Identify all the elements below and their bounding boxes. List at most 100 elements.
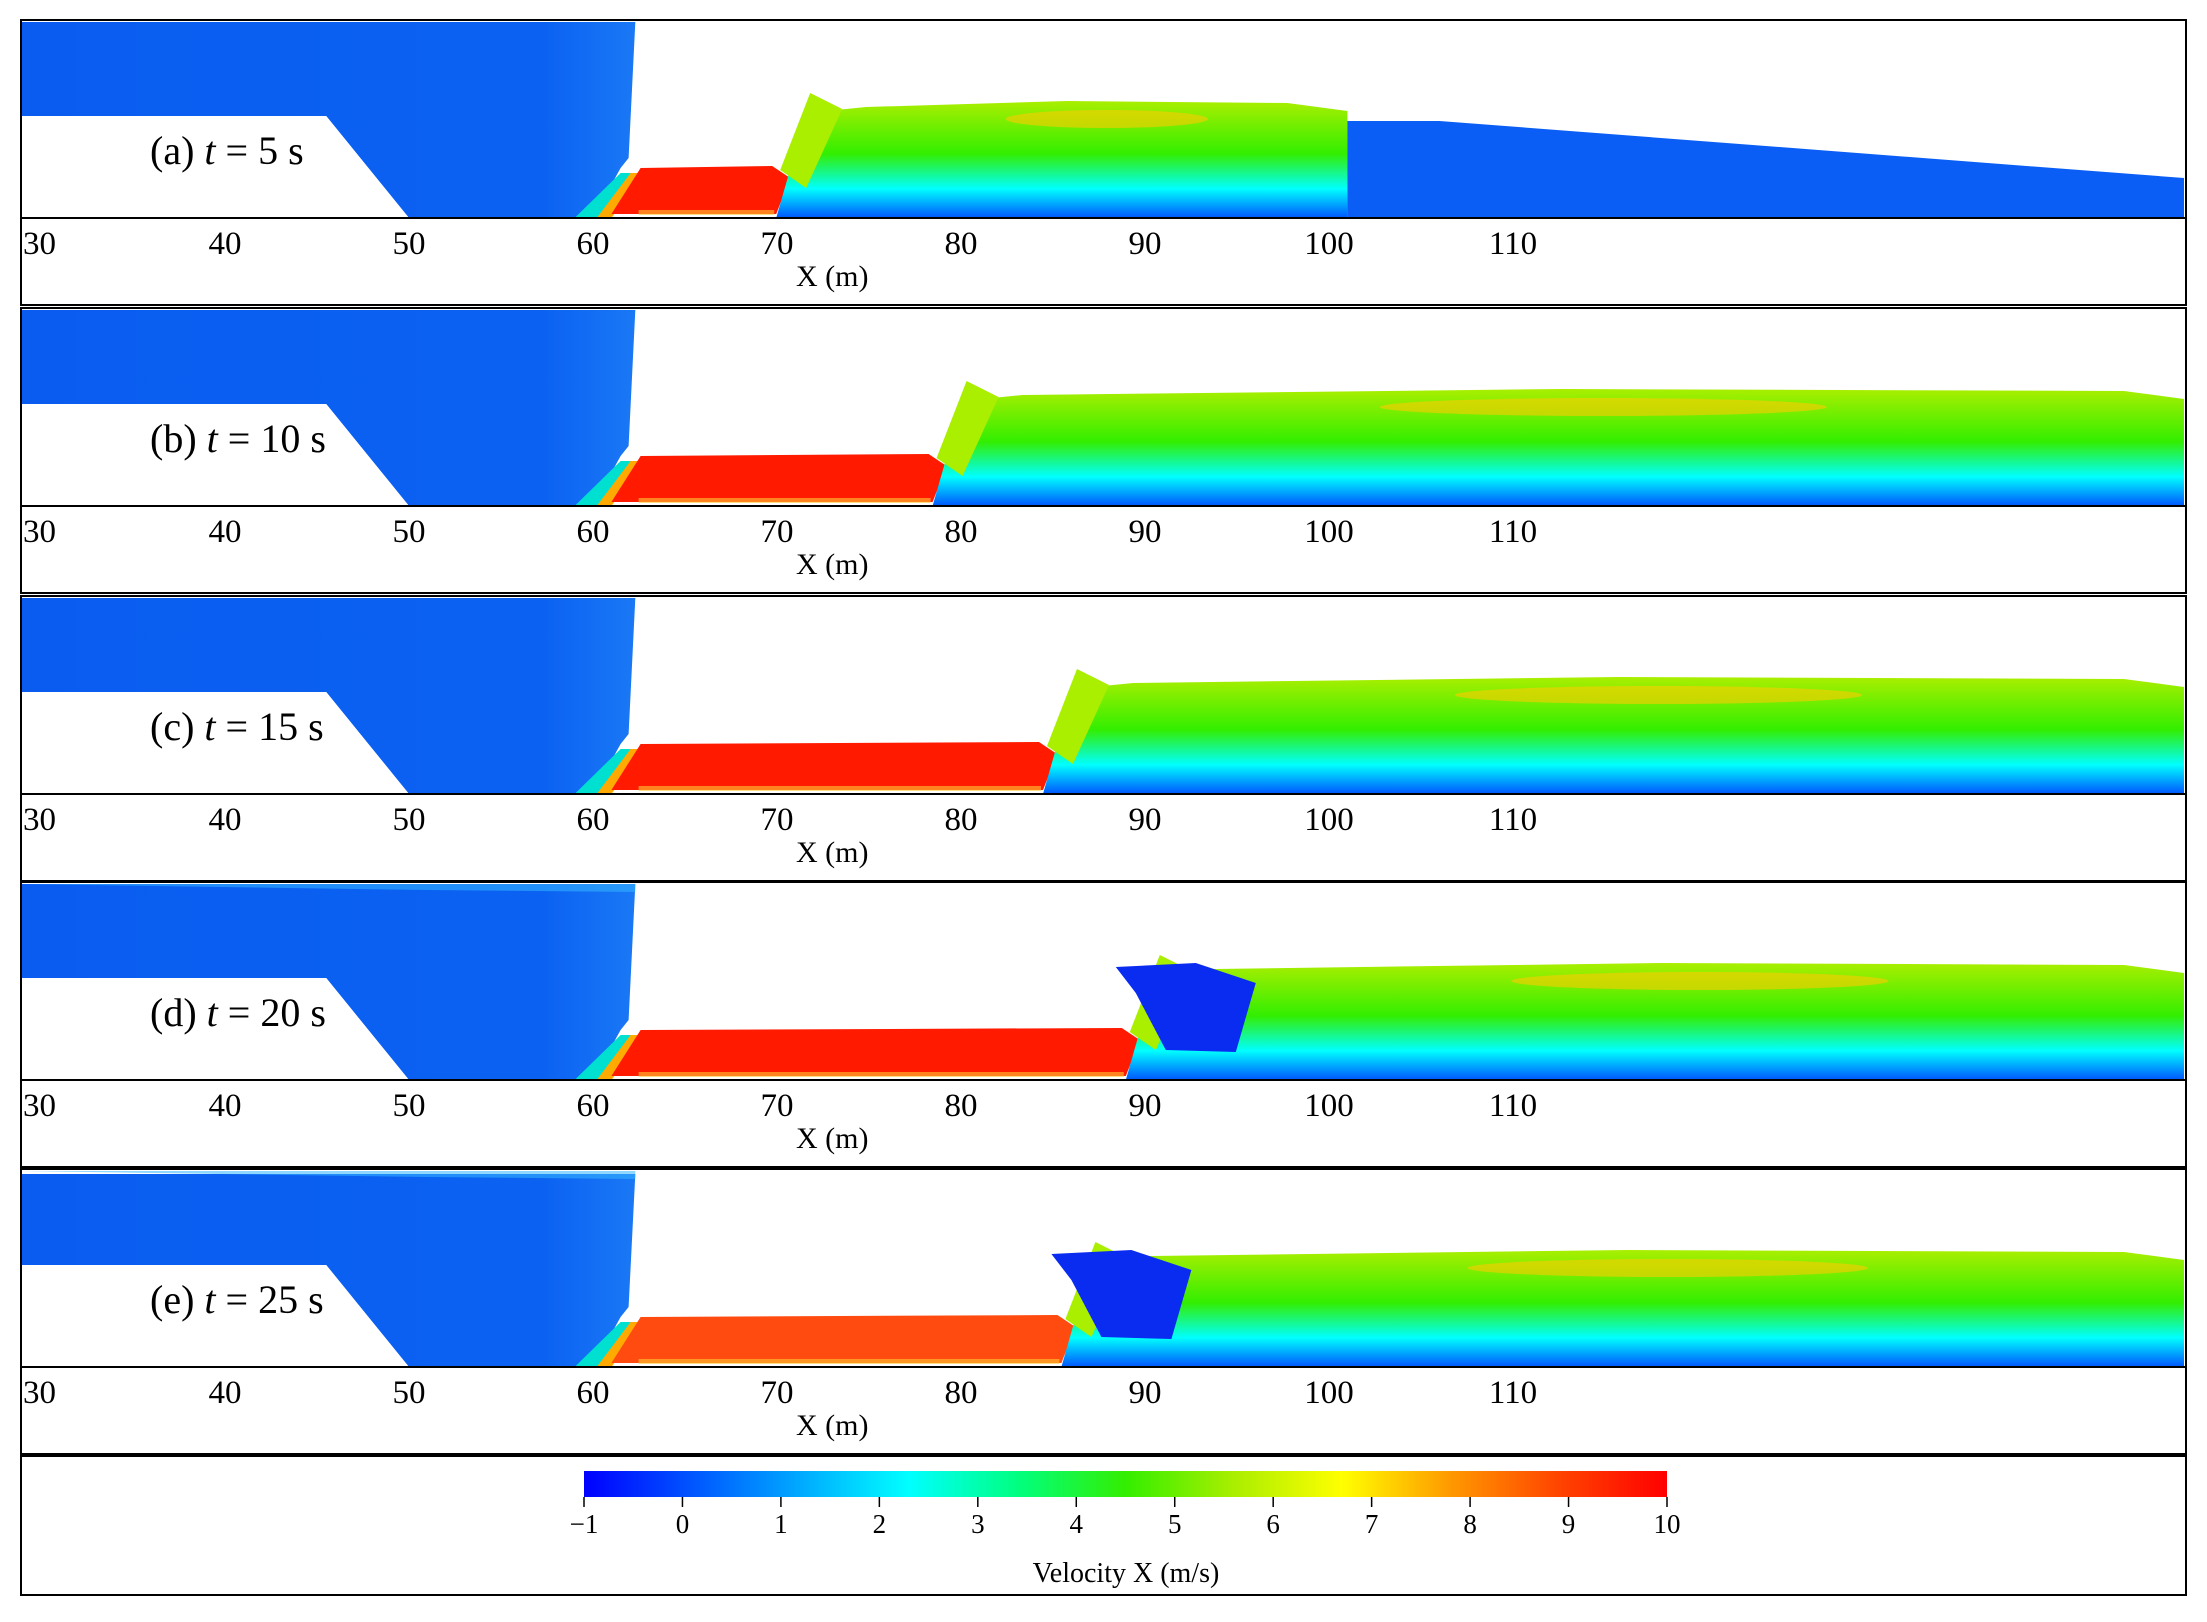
dam-toe-jet bbox=[574, 749, 631, 794]
x-tick-label: 90 bbox=[1129, 802, 1162, 838]
flow-field-e bbox=[21, 1171, 2184, 1367]
x-tick-label: 40 bbox=[209, 1088, 242, 1124]
recirculation-roller bbox=[1051, 1250, 1192, 1339]
colorbar-tick-label: 10 bbox=[1654, 1509, 1681, 1539]
x-tick-label: 50 bbox=[393, 1088, 426, 1124]
x-tick-labels-a: 30 40 50 60 70 80 90 100 110 bbox=[23, 226, 1537, 262]
dam-foundation bbox=[22, 1265, 409, 1367]
x-tick-label: 30 bbox=[23, 514, 56, 550]
panel-label-b: (b) t = 10 s bbox=[150, 416, 326, 461]
x-axis-title-c: X (m) bbox=[796, 836, 868, 869]
x-tick-label: 90 bbox=[1129, 514, 1162, 550]
reservoir-water bbox=[21, 884, 636, 1080]
panel-b: (b) t = 10 s 30 40 50 60 70 80 90 100 11… bbox=[20, 307, 2187, 594]
supercritical-jet bbox=[611, 1315, 1076, 1363]
colorbar-tick-label: 7 bbox=[1365, 1509, 1379, 1539]
colorbar-tick-label: 1 bbox=[774, 1509, 788, 1539]
colorbar-tick-label: 6 bbox=[1266, 1509, 1280, 1539]
x-tick-label: 70 bbox=[761, 802, 794, 838]
panel-c: (c) t = 15 s 30 40 50 60 70 80 90 100 11… bbox=[20, 595, 2187, 882]
x-axis-title-e: X (m) bbox=[796, 1409, 868, 1442]
x-tick-labels-e: 30 40 50 60 70 80 90 100 110 bbox=[23, 1375, 1537, 1411]
panel-label-d: (d) t = 20 s bbox=[150, 990, 326, 1035]
velocity-streak bbox=[1454, 686, 1863, 704]
colorbar-tick-label: −1 bbox=[570, 1509, 599, 1539]
dam-toe-jet bbox=[574, 1322, 631, 1367]
panel-label-e: (e) t = 25 s bbox=[150, 1277, 324, 1322]
x-tick-label: 80 bbox=[945, 514, 978, 550]
x-tick-label: 70 bbox=[761, 514, 794, 550]
bore-crest bbox=[936, 381, 999, 476]
jet-bed-layer bbox=[638, 210, 775, 215]
panel-label-a: (a) t = 5 s bbox=[150, 128, 304, 173]
panel-frame-b bbox=[20, 307, 2187, 594]
downstream-bore bbox=[1125, 963, 2184, 1080]
x-tick-label: 40 bbox=[209, 802, 242, 838]
x-axis-title-a: X (m) bbox=[796, 260, 868, 293]
panel-label-c: (c) t = 15 s bbox=[150, 704, 324, 749]
jet-bed-layer bbox=[638, 1072, 1124, 1077]
flow-field-d bbox=[21, 884, 2184, 1080]
dam-toe-jet bbox=[574, 173, 631, 218]
x-tick-labels-d: 30 40 50 60 70 80 90 100 110 bbox=[23, 1088, 1537, 1124]
colorbar-tick-label: 9 bbox=[1562, 1509, 1576, 1539]
colorbar-tick-label: 3 bbox=[971, 1509, 985, 1539]
downstream-bore bbox=[1043, 677, 2184, 794]
x-tick-label: 80 bbox=[945, 1375, 978, 1411]
colorbar-tick-label: 8 bbox=[1463, 1509, 1477, 1539]
panel-frame-e bbox=[20, 1168, 2187, 1455]
x-tick-label: 50 bbox=[393, 226, 426, 262]
x-tick-label: 30 bbox=[23, 802, 56, 838]
reservoir-water bbox=[21, 22, 636, 218]
x-tick-label: 80 bbox=[945, 226, 978, 262]
dam-toe-jet bbox=[574, 461, 631, 506]
reservoir-water bbox=[21, 598, 636, 794]
dam-toe-jet bbox=[574, 1035, 631, 1080]
x-tick-label: 100 bbox=[1304, 802, 1354, 838]
x-tick-label: 40 bbox=[209, 1375, 242, 1411]
x-tick-label: 60 bbox=[577, 226, 610, 262]
panel-d: (d) t = 20 s 30 40 50 60 70 80 90 100 11… bbox=[20, 881, 2187, 1168]
x-tick-label: 90 bbox=[1129, 226, 1162, 262]
colorbar-ticks bbox=[583, 1497, 1668, 1507]
dam-foundation bbox=[22, 692, 409, 794]
supercritical-jet bbox=[611, 166, 791, 214]
x-tick-label: 110 bbox=[1489, 1375, 1537, 1411]
panel-frame-a bbox=[20, 19, 2187, 306]
supercritical-jet bbox=[611, 1028, 1140, 1076]
x-tick-label: 90 bbox=[1129, 1088, 1162, 1124]
panel-a: (a) t = 5 s 30 40 50 60 70 80 90 100 110… bbox=[20, 19, 2187, 306]
x-tick-label: 110 bbox=[1489, 226, 1537, 262]
velocity-streak bbox=[1005, 110, 1208, 128]
tailwater bbox=[1347, 121, 2184, 218]
panel-frame-d bbox=[20, 881, 2187, 1168]
x-tick-label: 60 bbox=[577, 1088, 610, 1124]
x-tick-label: 60 bbox=[577, 514, 610, 550]
supercritical-jet bbox=[611, 742, 1057, 790]
downstream-bore bbox=[1061, 1250, 2184, 1367]
bore-crest bbox=[780, 93, 843, 188]
jet-bed-layer bbox=[638, 1359, 1060, 1364]
x-tick-label: 30 bbox=[23, 1375, 56, 1411]
x-tick-label: 40 bbox=[209, 226, 242, 262]
colorbar-tick-labels: −1 0 1 2 3 4 5 6 7 8 9 10 bbox=[570, 1509, 1681, 1539]
x-tick-label: 50 bbox=[393, 1375, 426, 1411]
x-tick-label: 110 bbox=[1489, 802, 1537, 838]
dam-foundation bbox=[22, 978, 409, 1080]
recirculation-roller bbox=[1115, 963, 1256, 1052]
colorbar-panel: −1 0 1 2 3 4 5 6 7 8 9 10 Velocity X (m/… bbox=[20, 1455, 2187, 1596]
dam-foundation bbox=[22, 404, 409, 506]
x-tick-label: 90 bbox=[1129, 1375, 1162, 1411]
reservoir-water bbox=[21, 1174, 636, 1367]
x-tick-labels-b: 30 40 50 60 70 80 90 100 110 bbox=[23, 514, 1537, 550]
x-tick-label: 100 bbox=[1304, 1375, 1354, 1411]
colorbar bbox=[584, 1471, 1667, 1497]
colorbar-frame bbox=[20, 1455, 2187, 1596]
flow-field-a bbox=[21, 22, 2184, 218]
x-tick-label: 100 bbox=[1304, 226, 1354, 262]
x-tick-label: 70 bbox=[761, 1088, 794, 1124]
x-tick-label: 70 bbox=[761, 226, 794, 262]
colorbar-tick-label: 4 bbox=[1070, 1509, 1084, 1539]
x-tick-label: 110 bbox=[1489, 1088, 1537, 1124]
